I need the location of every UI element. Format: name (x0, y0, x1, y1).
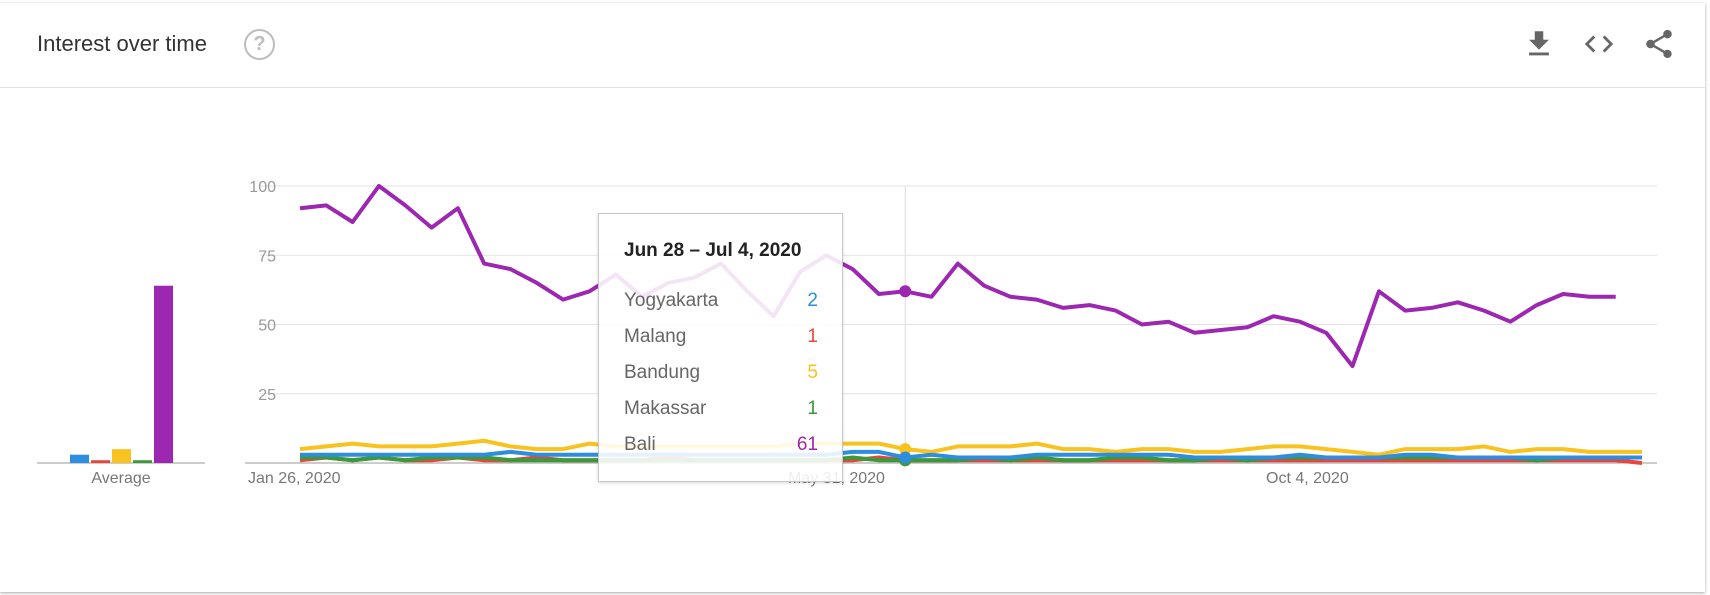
interest-over-time-card: Interest over time ? (0, 3, 1705, 592)
series-line-yogyakarta (300, 449, 1642, 460)
tooltip-series-name: Yogyakarta (624, 290, 719, 311)
hover-marker-bali (899, 285, 912, 298)
share-icon[interactable] (1642, 27, 1676, 61)
hover-marker-yogyakarta (899, 451, 912, 464)
tooltip-series-value: 2 (807, 290, 818, 311)
tooltip-series-name: Bali (624, 434, 656, 455)
x-tick-label: Oct 4, 2020 (1266, 470, 1349, 487)
card-header: Interest over time ? (0, 3, 1705, 88)
tooltip-row: Bandung 5 (624, 362, 818, 386)
y-tick-label: 25 (258, 387, 276, 404)
tooltip-series-name: Makassar (624, 398, 707, 419)
average-bar-bandung (112, 449, 131, 463)
average-bar-malang (91, 460, 110, 463)
average-bar-makassar (133, 460, 152, 463)
tooltip-series-name: Bandung (624, 362, 701, 383)
hover-tooltip: Jun 28 – Jul 4, 2020 Yogyakarta 2 Malang 1 B… (598, 213, 843, 482)
tooltip-series-value: 1 (807, 398, 818, 419)
average-label: Average (91, 470, 150, 487)
tooltip-series-value: 5 (807, 362, 818, 383)
tooltip-series-value: 1 (807, 326, 818, 347)
x-tick-label: Jan 26, 2020 (248, 470, 341, 487)
hover-markers (899, 285, 912, 467)
series-line-bandung (299, 438, 1642, 457)
series-line-bali (299, 184, 1616, 369)
average-bar-yogyakarta (70, 454, 89, 463)
average-bars (37, 285, 205, 464)
y-tick-label: 100 (249, 179, 276, 196)
tooltip-series-value: 61 (796, 434, 818, 455)
tooltip-row: Yogyakarta 2 (624, 290, 818, 314)
tooltip-row: Bali 61 (624, 434, 818, 458)
tooltip-row: Malang 1 (624, 326, 818, 350)
y-tick-label: 75 (258, 248, 276, 265)
chart-series (299, 184, 1643, 465)
tooltip-series-name: Malang (624, 326, 687, 347)
help-icon[interactable]: ? (244, 29, 275, 60)
y-tick-label: 50 (258, 318, 276, 335)
tooltip-date: Jun 28 – Jul 4, 2020 (624, 240, 802, 261)
embed-code-icon[interactable] (1582, 27, 1616, 61)
tooltip-row: Makassar 1 (624, 398, 818, 422)
average-bar-bali (154, 285, 173, 463)
card-title: Interest over time (37, 31, 207, 56)
hover-marker-bandung (899, 443, 912, 456)
download-icon[interactable] (1522, 27, 1556, 61)
